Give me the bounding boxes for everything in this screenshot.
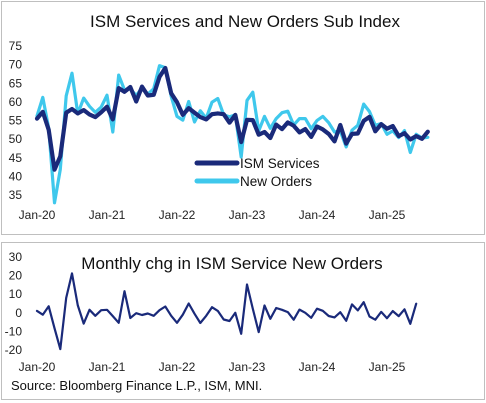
y-tick-label: 10 <box>9 287 23 301</box>
y-tick-label: 35 <box>9 188 23 202</box>
y-tick-label: 65 <box>9 76 23 90</box>
bottom-series-line <box>35 272 418 351</box>
y-tick-label: 50 <box>9 132 23 146</box>
top-chart: ISM Services and New Orders Sub Index 75… <box>9 12 430 222</box>
y-tick-label: 70 <box>9 58 23 72</box>
x-tick-label: Jan-22 <box>159 208 196 222</box>
legend-label-new-orders: New Orders <box>240 174 312 189</box>
bottom-y-axis-ticks: 30 20 10 0 -10 -20 <box>5 250 23 357</box>
top-x-axis-ticks: Jan-20 Jan-21 Jan-22 Jan-23 Jan-24 Jan-25 <box>19 208 406 222</box>
series-line-monthly-change <box>35 272 418 351</box>
y-tick-label: 60 <box>9 95 23 109</box>
x-tick-label: Jan-20 <box>19 208 56 222</box>
y-tick-label: -10 <box>5 324 23 338</box>
x-tick-label: Jan-21 <box>89 360 126 374</box>
y-tick-label: 0 <box>15 306 22 320</box>
top-panel-frame <box>1 1 485 235</box>
top-legend: ISM Services New Orders <box>194 156 320 189</box>
y-tick-label: 55 <box>9 114 23 128</box>
source-note: Source: Bloomberg Finance L.P., ISM, MNI… <box>11 378 262 393</box>
y-tick-label: 40 <box>9 169 23 183</box>
y-tick-label: 45 <box>9 151 23 165</box>
x-tick-label: Jan-25 <box>369 360 406 374</box>
x-tick-label: Jan-25 <box>369 208 406 222</box>
top-series-lines <box>34 64 430 205</box>
bottom-x-axis-ticks: Jan-20 Jan-21 Jan-22 Jan-23 Jan-24 Jan-25 <box>19 360 406 374</box>
series-line-ism-services <box>34 65 430 172</box>
x-tick-label: Jan-23 <box>229 208 266 222</box>
y-tick-label: 20 <box>9 269 23 283</box>
y-tick-label: 75 <box>9 39 23 53</box>
y-tick-label: -20 <box>5 343 23 357</box>
bottom-chart-title: Monthly chg in ISM Service New Orders <box>81 254 382 273</box>
x-tick-label: Jan-21 <box>89 208 126 222</box>
top-y-axis-ticks: 75 70 65 60 55 50 45 40 35 <box>9 39 23 202</box>
bottom-chart: Monthly chg in ISM Service New Orders 30… <box>5 250 418 393</box>
top-chart-title: ISM Services and New Orders Sub Index <box>90 12 400 31</box>
x-tick-label: Jan-20 <box>19 360 56 374</box>
x-tick-label: Jan-23 <box>229 360 266 374</box>
y-tick-label: 30 <box>9 250 23 264</box>
x-tick-label: Jan-24 <box>299 360 336 374</box>
x-tick-label: Jan-24 <box>299 208 336 222</box>
x-tick-label: Jan-22 <box>159 360 196 374</box>
legend-label-ism-services: ISM Services <box>240 156 320 171</box>
